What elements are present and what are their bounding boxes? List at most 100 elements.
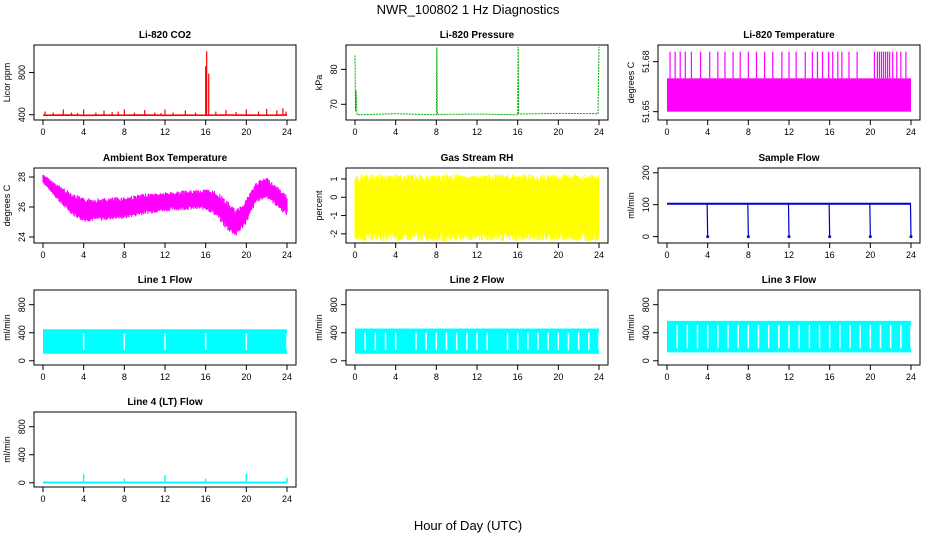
data-series — [667, 51, 911, 112]
y-tick-label: 400 — [329, 325, 339, 340]
y-axis-label: ml/min — [314, 314, 324, 341]
data-series — [667, 320, 912, 353]
y-axis-label: ml/min — [626, 314, 636, 341]
x-tick-label: 24 — [282, 494, 292, 504]
y-axis-label: degrees C — [2, 184, 12, 226]
y-tick-label: 26 — [17, 202, 27, 212]
x-tick-label: 0 — [40, 127, 45, 137]
sample-flow-drop — [828, 203, 831, 237]
y-axis-label: degrees C — [626, 61, 636, 103]
y-tick-label: 800 — [329, 297, 339, 312]
x-tick-label: 0 — [40, 494, 45, 504]
panel-8: Line 2 Flow ml/min 0 4 8 12 16 20 24 0 400 800 — [314, 275, 609, 382]
y-tick-label: 51.68 — [641, 50, 651, 73]
x-tick-label: 8 — [122, 250, 127, 260]
panel-4: Ambient Box Temperature degrees C 0 4 8 12 16 2… — [2, 153, 297, 260]
y-axis-label: ml/min — [626, 192, 636, 219]
x-tick-label: 12 — [160, 372, 170, 382]
x-tick-label: 24 — [282, 127, 292, 137]
x-tick-label: 16 — [201, 494, 211, 504]
x-tick-label: 4 — [393, 127, 398, 137]
x-tick-label: 0 — [40, 372, 45, 382]
x-tick-label: 24 — [906, 127, 916, 137]
y-tick-label: 0 — [17, 480, 27, 485]
sample-flow-drop — [909, 203, 912, 237]
y-tick-label: 800 — [641, 297, 651, 312]
x-tick-label: 4 — [705, 127, 710, 137]
x-tick-label: 4 — [81, 494, 86, 504]
x-tick-label: 24 — [594, 127, 604, 137]
x-tick-label: 16 — [201, 250, 211, 260]
panel-2: Li-820 Pressure kPa 0 4 8 12 16 20 24 70 80 — [314, 30, 609, 137]
y-tick-label: 80 — [329, 64, 339, 74]
y-tick-label: -2 — [329, 230, 339, 238]
panel-1: Li-820 CO2 Licor ppm 0 4 8 12 16 20 24 400 800 — [2, 30, 297, 137]
data-series — [42, 51, 288, 117]
pressure-line — [354, 46, 600, 116]
x-tick-label: 12 — [784, 372, 794, 382]
x-tick-label: 12 — [160, 494, 170, 504]
x-tick-label: 8 — [434, 127, 439, 137]
y-tick-label: 400 — [17, 107, 27, 122]
y-axis-label: ml/min — [2, 436, 12, 463]
x-tick-label: 4 — [81, 127, 86, 137]
y-axis-label: ml/min — [2, 314, 12, 341]
x-tick-label: 24 — [906, 250, 916, 260]
x-tick-label: 20 — [865, 372, 875, 382]
sample-flow-min — [787, 235, 791, 239]
sample-flow-drop — [787, 203, 790, 237]
x-tick-label: 16 — [201, 372, 211, 382]
y-tick-label: 100 — [641, 197, 651, 212]
y-tick-label: 0 — [329, 195, 339, 200]
data-series — [43, 329, 288, 354]
x-tick-label: 0 — [664, 372, 669, 382]
x-tick-label: 8 — [746, 372, 751, 382]
y-axis-label: Licor ppm — [2, 63, 12, 103]
panel-title: Line 3 Flow — [762, 275, 817, 286]
x-axis-title: Hour of Day (UTC) — [413, 518, 523, 533]
y-tick-label: 0 — [641, 358, 651, 363]
y-axis-label: kPa — [314, 75, 324, 91]
panel-9: Line 3 Flow ml/min 0 4 8 12 16 20 24 0 400 800 — [626, 275, 921, 382]
data-series — [354, 46, 600, 116]
x-tick-label: 20 — [865, 250, 875, 260]
y-tick-label: 24 — [17, 232, 27, 242]
panel-title: Line 4 (LT) Flow — [127, 397, 203, 408]
sample-flow-min — [868, 235, 872, 239]
panel-title: Ambient Box Temperature — [103, 153, 228, 164]
y-tick-label: 28 — [17, 172, 27, 182]
sample-flow-drop — [869, 203, 871, 237]
x-tick-label: 20 — [553, 372, 563, 382]
panel-5: Gas Stream RH percent 0 4 8 12 16 20 24 -2 -1 0 1 — [314, 153, 609, 260]
x-tick-label: 16 — [201, 127, 211, 137]
panel-title: Li-820 Pressure — [440, 30, 515, 41]
x-tick-label: 8 — [122, 494, 127, 504]
x-tick-label: 24 — [282, 372, 292, 382]
x-tick-label: 12 — [784, 250, 794, 260]
temp-band — [667, 78, 911, 112]
y-tick-label: 51.65 — [641, 100, 651, 123]
panel-title: Gas Stream RH — [441, 153, 514, 164]
plot-frame — [345, 44, 609, 121]
x-tick-label: 8 — [746, 127, 751, 137]
y-tick-label: 800 — [17, 419, 27, 434]
y-tick-label: 400 — [17, 325, 27, 340]
x-tick-label: 4 — [705, 250, 710, 260]
y-tick-label: 400 — [17, 447, 27, 462]
y-tick-label: 400 — [641, 325, 651, 340]
data-series — [667, 202, 913, 239]
x-tick-label: 8 — [122, 372, 127, 382]
panel-6: Sample Flow ml/min 0 4 8 12 16 20 24 0 100 200 — [626, 153, 921, 260]
x-tick-label: 8 — [122, 127, 127, 137]
x-tick-label: 4 — [81, 250, 86, 260]
x-tick-label: 0 — [664, 250, 669, 260]
x-tick-label: 4 — [705, 372, 710, 382]
x-tick-label: 12 — [472, 372, 482, 382]
x-tick-label: 4 — [393, 250, 398, 260]
sample-flow-drop — [747, 203, 749, 237]
x-tick-label: 12 — [160, 127, 170, 137]
sample-flow-min — [909, 235, 913, 239]
x-tick-label: 12 — [472, 250, 482, 260]
x-tick-label: 20 — [241, 372, 251, 382]
